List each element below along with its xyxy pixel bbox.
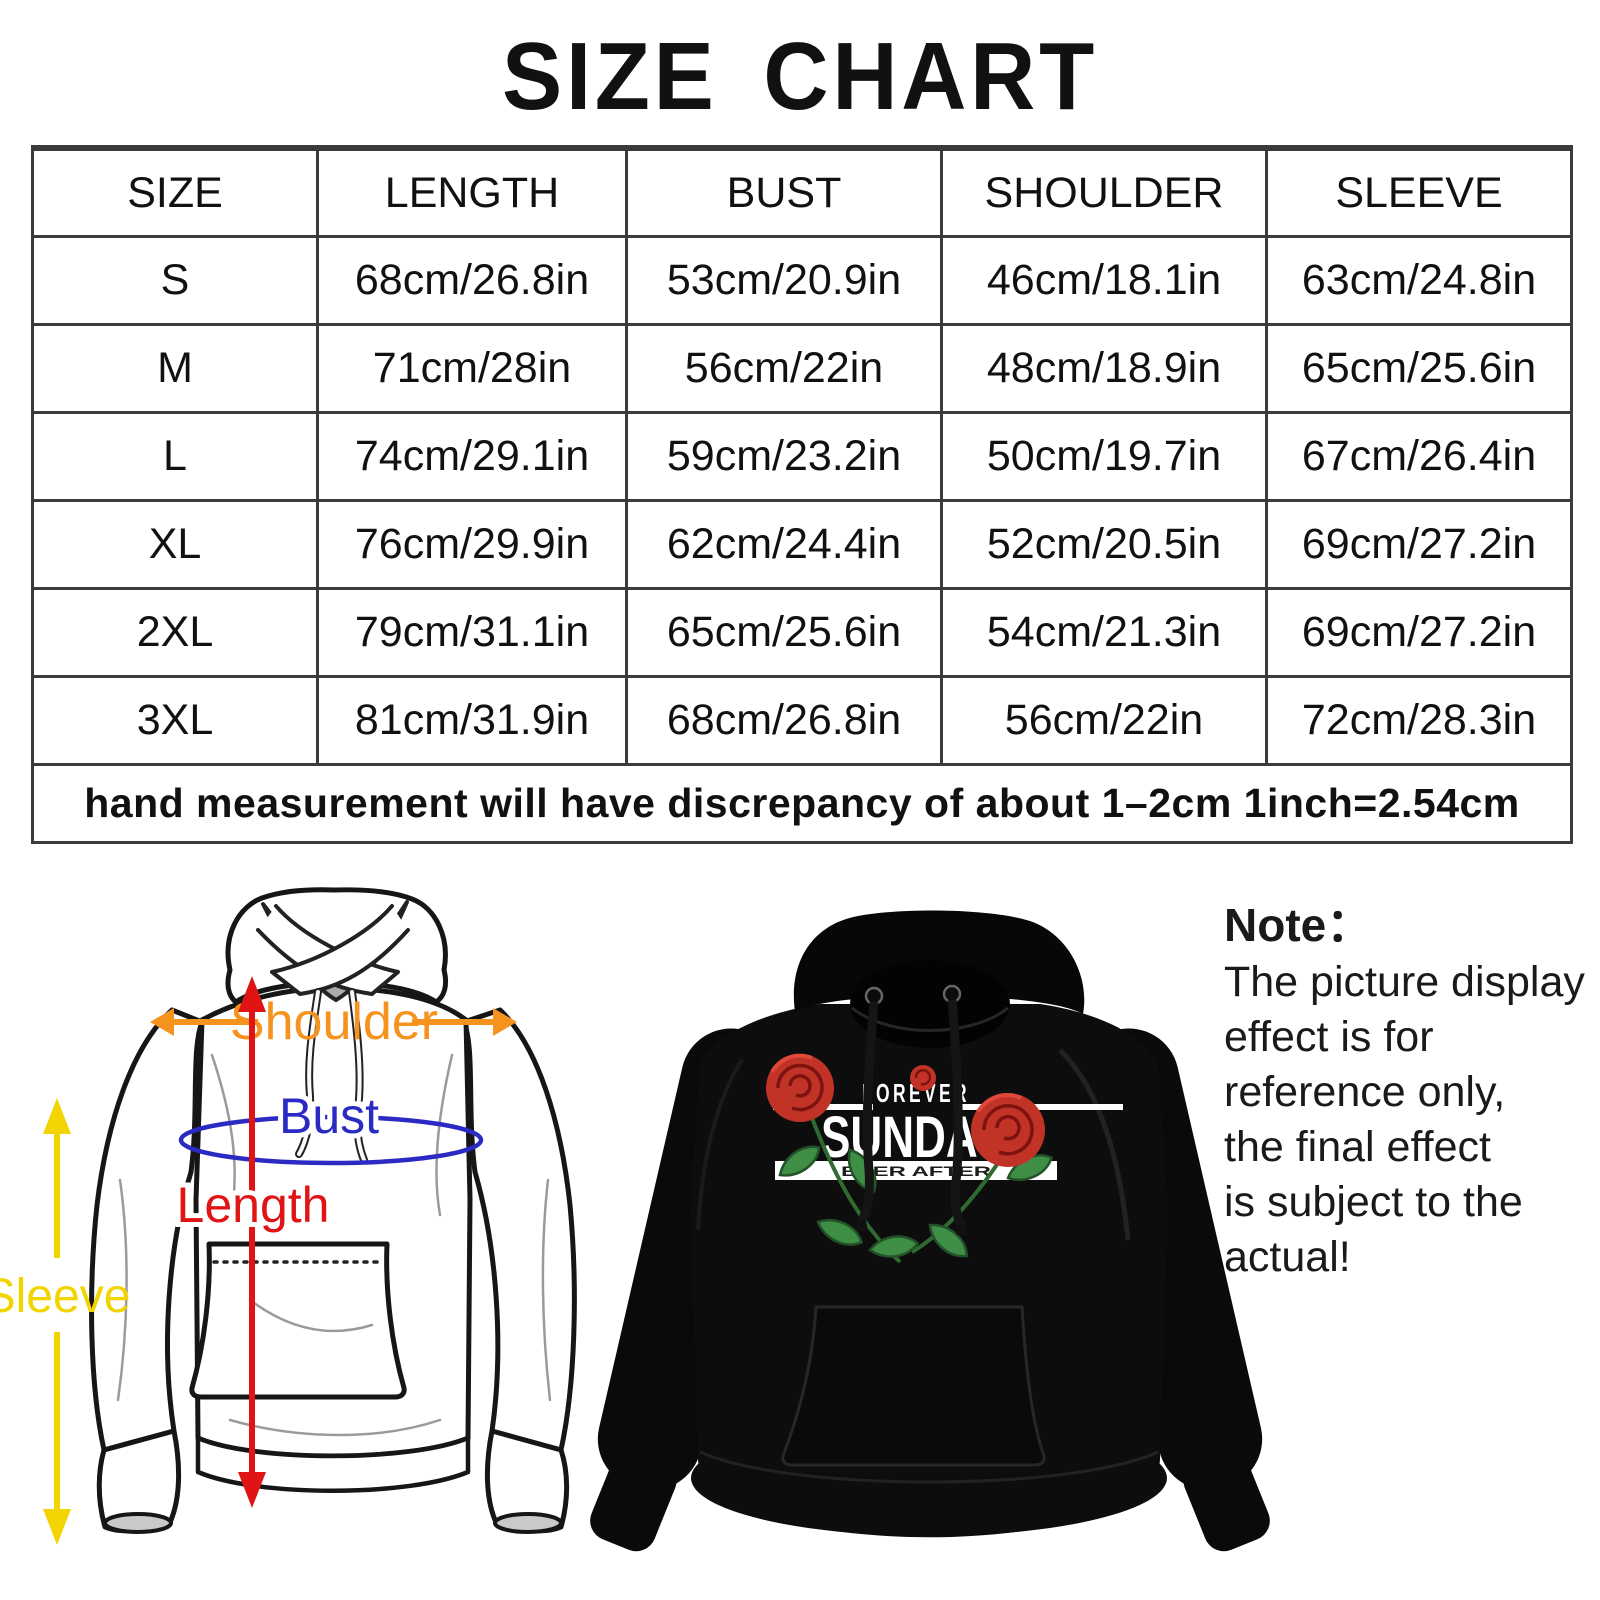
shoulder-cell: 52cm/20.5in (940, 499, 1268, 590)
table-row: 3XL 81cm/31.9in 68cm/26.8in 56cm/22in 72… (31, 675, 1573, 766)
size-cell: XL (31, 499, 319, 590)
pocket-outline (189, 1241, 407, 1400)
sleeve-label: Sleeve (0, 1270, 130, 1323)
table-row: 2XL 79cm/31.1in 65cm/25.6in 54cm/21.3in … (31, 587, 1573, 678)
col-header-sleeve: SLEEVE (1265, 146, 1573, 238)
note-line: is subject to the (1224, 1178, 1523, 1226)
shoulder-label: Shoulder (230, 993, 438, 1051)
col-header-bust: BUST (625, 146, 943, 238)
sleeve-cell: 69cm/27.2in (1265, 587, 1573, 678)
length-cell: 74cm/29.1in (316, 411, 628, 502)
shoulder-cell: 54cm/21.3in (940, 587, 1268, 678)
col-header-length: LENGTH (316, 146, 628, 238)
size-cell: 2XL (31, 587, 319, 678)
diagram-area: Shoulder Bust Length Sleeve (0, 887, 1270, 1552)
note-line: actual! (1224, 1233, 1351, 1281)
note-line: reference only, (1224, 1068, 1506, 1116)
table-header-row: SIZE LENGTH BUST SHOULDER SLEEVE (31, 146, 1573, 238)
bust-cell: 56cm/22in (625, 323, 943, 414)
rose-icon (766, 1053, 834, 1122)
size-cell: S (31, 235, 319, 326)
sleeve-cell: 65cm/25.6in (1265, 323, 1573, 414)
table-row: M 71cm/28in 56cm/22in 48cm/18.9in 65cm/2… (31, 323, 1573, 414)
sleeve-arrow (43, 1098, 71, 1545)
length-cell: 71cm/28in (316, 323, 628, 414)
rose-icon (971, 1093, 1045, 1167)
bust-ellipse (178, 1114, 484, 1166)
measurement-disclaimer: hand measurement will have discrepancy o… (31, 763, 1573, 844)
length-cell: 79cm/31.1in (316, 587, 628, 678)
table-row: L 74cm/29.1in 59cm/23.2in 50cm/19.7in 67… (31, 411, 1573, 502)
table-footnote-row: hand measurement will have discrepancy o… (31, 763, 1573, 844)
sleeve-cell: 72cm/28.3in (1265, 675, 1573, 766)
bust-cell: 62cm/24.4in (625, 499, 943, 590)
shoulder-cell: 50cm/19.7in (940, 411, 1268, 502)
rose-bud-icon (910, 1065, 936, 1091)
length-cell: 76cm/29.9in (316, 499, 628, 590)
bust-cell: 68cm/26.8in (625, 675, 943, 766)
note-line: The picture display (1224, 958, 1585, 1006)
note-block: Note： The picture display effect is for … (1224, 898, 1596, 1285)
note-title: Note： (1224, 899, 1373, 951)
note-line: effect is for (1224, 1013, 1434, 1061)
sleeve-cell: 63cm/24.8in (1265, 235, 1573, 326)
shoulder-cell: 46cm/18.1in (940, 235, 1268, 326)
shoulder-cell: 56cm/22in (940, 675, 1268, 766)
note-line: the final effect (1224, 1123, 1491, 1171)
bust-cell: 53cm/20.9in (625, 235, 943, 326)
col-header-size: SIZE (31, 146, 319, 238)
table-row: S 68cm/26.8in 53cm/20.9in 46cm/18.1in 63… (31, 235, 1573, 326)
size-cell: M (31, 323, 319, 414)
bust-cell: 59cm/23.2in (625, 411, 943, 502)
size-table: SIZE LENGTH BUST SHOULDER SLEEVE S 68cm/… (31, 145, 1573, 844)
shoulder-arrow (150, 1008, 517, 1036)
length-arrow (238, 976, 266, 1508)
page-title: SIZE CHART (502, 23, 1098, 130)
size-cell: 3XL (31, 675, 319, 766)
length-cell: 81cm/31.9in (316, 675, 628, 766)
shoulder-cell: 48cm/18.9in (940, 323, 1268, 414)
col-header-shoulder: SHOULDER (940, 146, 1268, 238)
black-hoodie-product: FOREVER SUNDAY EVER AFTER (590, 910, 1270, 1552)
table-row: XL 76cm/29.9in 62cm/24.4in 52cm/20.5in 6… (31, 499, 1573, 590)
sleeve-cell: 67cm/26.4in (1265, 411, 1573, 502)
length-cell: 68cm/26.8in (316, 235, 628, 326)
white-hoodie-diagram (89, 887, 577, 1534)
size-cell: L (31, 411, 319, 502)
length-label: Length (177, 1177, 330, 1233)
bust-label: Bust (279, 1088, 379, 1144)
sleeve-cell: 69cm/27.2in (1265, 499, 1573, 590)
bust-cell: 65cm/25.6in (625, 587, 943, 678)
